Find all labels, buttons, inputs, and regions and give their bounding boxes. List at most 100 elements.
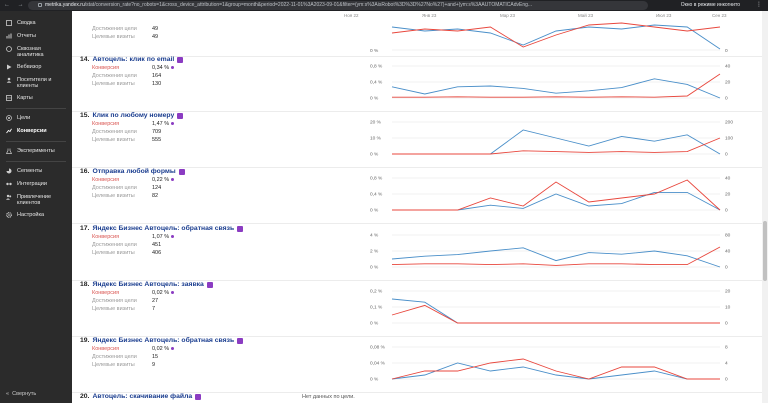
y-tick-label-left: 4 % bbox=[370, 233, 379, 239]
metric-value: 7 bbox=[152, 306, 156, 312]
sidebar-item-settings[interactable]: Настройка bbox=[0, 212, 72, 222]
series-line-conversion bbox=[391, 246, 721, 266]
metric-info-icon bbox=[171, 291, 175, 295]
goal-title[interactable]: 17. Яндекс Бизнес Автоцель: обратная свя… bbox=[80, 224, 300, 233]
metric-label: Целевые визиты bbox=[92, 81, 135, 87]
incognito-indicator[interactable]: Окно в режиме инкогнито bbox=[680, 2, 740, 8]
y-tick-label-left: 0,04 % bbox=[370, 361, 386, 367]
sidebar-item-conversions[interactable]: Конверсии bbox=[0, 128, 72, 138]
goal-number: 20. bbox=[80, 393, 90, 400]
metric-conversion: Конверсия 0,02 % bbox=[80, 289, 300, 297]
metric-conversion: Конверсия 1,07 % bbox=[80, 233, 300, 241]
metric-reached: Достижения цели 49 bbox=[80, 25, 300, 33]
sidebar-item-analytics[interactable]: Сквозная аналитика bbox=[0, 46, 72, 61]
scrollbar-thumb[interactable] bbox=[763, 221, 767, 281]
metric-conversion: Конверсия 0,22 % bbox=[80, 176, 300, 184]
sidebar-divider bbox=[6, 161, 66, 162]
y-tick-label-right: 200 bbox=[725, 120, 733, 126]
goal-title[interactable]: 14. Автоцель: клик по email bbox=[80, 55, 300, 64]
sidebar-item-summary[interactable]: Сводка bbox=[0, 20, 72, 30]
series-line-visits bbox=[391, 78, 721, 99]
goal-title-text[interactable]: Клик по любому номеру bbox=[92, 112, 175, 119]
sidebar-collapse-button[interactable]: « Свернуть bbox=[6, 391, 36, 397]
metric-value: 15 bbox=[152, 354, 159, 360]
series-line-visits bbox=[391, 362, 720, 380]
metric-value: 27 bbox=[152, 298, 159, 304]
goal-number: 15. bbox=[80, 112, 90, 119]
metric-value: 82 bbox=[152, 193, 159, 199]
goals-icon bbox=[6, 115, 12, 121]
sidebar-item-label: Настройка bbox=[17, 212, 45, 218]
goal-chart: 4 % 80 2 % 40 0 % 0 bbox=[370, 233, 731, 271]
y-tick-label-right: 0 bbox=[725, 377, 728, 383]
page-scrollbar[interactable] bbox=[762, 11, 768, 403]
sidebar-item-webvisor[interactable]: Вебвизор bbox=[0, 64, 72, 74]
goal-title-text[interactable]: Яндекс Бизнес Автоцель: заявка bbox=[92, 281, 204, 288]
metric-conversion: Конверсия 1,47 % bbox=[80, 120, 300, 128]
y-tick-label-left: 0,4 % bbox=[370, 80, 383, 86]
metric-visits: Целевые визиты 555 bbox=[80, 136, 300, 144]
sidebar-item-visitors[interactable]: Посетители и клиенты bbox=[0, 77, 72, 92]
month-label: Сен 23 bbox=[712, 13, 727, 18]
y-tick-label-left: 0 % bbox=[370, 321, 379, 327]
metric-value: 0,22 % bbox=[152, 176, 175, 184]
reports-icon bbox=[6, 33, 12, 39]
metric-value: 130 bbox=[152, 81, 162, 87]
sidebar-item-label: Конверсии bbox=[17, 128, 47, 134]
goal-block: 16. Отправка любой формы Конверсия 0,22 %… bbox=[80, 167, 300, 200]
goal-title-text[interactable]: Яндекс Бизнес Автоцель: обратная связь bbox=[92, 337, 235, 344]
y-tick-label-left: 2 % bbox=[370, 249, 379, 255]
metric-value: 9 bbox=[152, 362, 156, 368]
goal-title[interactable]: 15. Клик по любому номеру bbox=[80, 111, 300, 120]
y-tick-label-right: 0 bbox=[725, 48, 728, 54]
y-tick-label-right: 0 bbox=[725, 152, 728, 158]
goal-block: 15. Клик по любому номеру Конверсия 1,47 … bbox=[80, 111, 300, 144]
goal-title-text[interactable]: Отправка любой формы bbox=[92, 168, 176, 175]
sidebar-item-goals[interactable]: Цели bbox=[0, 115, 72, 125]
metric-conversion: Конверсия 0,34 % bbox=[80, 64, 300, 72]
goal-block: 19. Яндекс Бизнес Автоцель: обратная свя… bbox=[80, 336, 300, 369]
goal-number: 17. bbox=[80, 225, 90, 232]
y-tick-label-left: 20 % bbox=[370, 120, 382, 126]
sidebar-item-acquisition[interactable]: Привлечение клиентов bbox=[0, 194, 72, 209]
series-line-visits bbox=[391, 24, 721, 50]
y-tick-label-right: 20 bbox=[725, 192, 731, 198]
sidebar-item-maps[interactable]: Карты bbox=[0, 95, 72, 105]
metric-label: Конверсия bbox=[92, 121, 120, 127]
goal-title[interactable]: 18. Яндекс Бизнес Автоцель: заявка bbox=[80, 280, 300, 289]
metric-visits: Целевые визиты 130 bbox=[80, 80, 300, 88]
goal-title[interactable]: 20. Автоцель: скачивание файла bbox=[80, 392, 300, 401]
sidebar-item-label: Отчеты bbox=[17, 33, 37, 39]
goal-type-icon bbox=[195, 393, 202, 400]
metric-info-icon bbox=[171, 66, 175, 70]
sidebar-item-reports[interactable]: Отчеты bbox=[0, 33, 72, 43]
sidebar-item-segments[interactable]: Сегменты bbox=[0, 168, 72, 178]
goal-title-text[interactable]: Автоцель: клик по email bbox=[92, 56, 175, 63]
goal-title[interactable]: 16. Отправка любой формы bbox=[80, 167, 300, 176]
segments-icon bbox=[6, 168, 12, 174]
metric-visits: Целевые визиты 7 bbox=[80, 305, 300, 313]
address-bar[interactable]: metrika.yandex.ru/stat/conversion_rate?n… bbox=[28, 1, 648, 10]
goal-block-partial: Достижения цели 49 Целевые визиты 49 bbox=[80, 25, 300, 41]
sidebar-item-integrations[interactable]: Интеграции bbox=[0, 181, 72, 191]
goal-number: 18. bbox=[80, 281, 90, 288]
goal-type-icon bbox=[237, 337, 244, 344]
sidebar-item-experiments[interactable]: Эксперименты bbox=[0, 148, 72, 158]
y-tick-label-left: 0,8 % bbox=[370, 64, 383, 70]
metric-visits: Целевые визиты 82 bbox=[80, 192, 300, 200]
sidebar-divider bbox=[6, 108, 66, 109]
goal-title[interactable]: 19. Яндекс Бизнес Автоцель: обратная свя… bbox=[80, 336, 300, 345]
goal-title-text[interactable]: Яндекс Бизнес Автоцель: обратная связь bbox=[92, 225, 235, 232]
divider bbox=[72, 392, 762, 393]
metric-reached: Достижения цели 15 bbox=[80, 353, 300, 361]
browser-nav-buttons[interactable]: ← → ⟳ bbox=[4, 2, 40, 8]
metric-label: Конверсия bbox=[92, 177, 120, 183]
y-tick-label-right: 0 bbox=[725, 96, 728, 102]
no-data-message: Нет данных по цели. bbox=[302, 394, 355, 400]
integrations-icon bbox=[6, 181, 12, 187]
browser-menu-icon[interactable]: ⋮ bbox=[756, 2, 762, 8]
divider bbox=[72, 336, 762, 337]
goal-title-text[interactable]: Автоцель: скачивание файла bbox=[92, 393, 193, 400]
metric-label: Достижения цели bbox=[92, 129, 137, 135]
sidebar-item-label: Цели bbox=[17, 115, 31, 121]
